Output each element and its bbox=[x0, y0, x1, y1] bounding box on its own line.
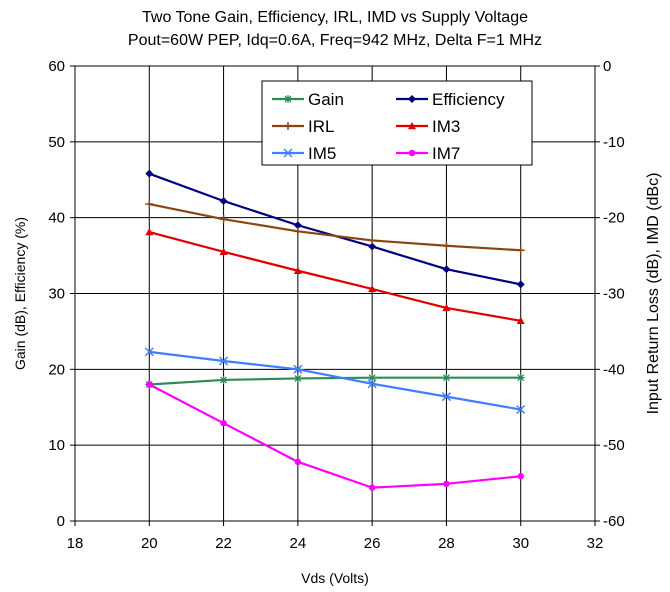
chart-subtitle: Pout=60W PEP, Idq=0.6A, Freq=942 MHz, De… bbox=[128, 32, 542, 49]
data-point-efficiency bbox=[368, 242, 377, 251]
series-line-irl bbox=[149, 202, 521, 252]
legend-item-im5: IM5 bbox=[272, 144, 336, 163]
data-point-im5 bbox=[516, 404, 526, 415]
data-point-im5 bbox=[441, 392, 451, 402]
data-point-gain bbox=[293, 374, 302, 383]
series-line-im3 bbox=[149, 231, 521, 322]
series-line-efficiency bbox=[148, 172, 521, 286]
legend: Gain Efficiency IRL IM3 IM5 IM7 bbox=[261, 80, 533, 166]
data-point-im5 bbox=[144, 347, 154, 357]
data-point-im7 bbox=[368, 484, 376, 491]
legend-marker-gain bbox=[284, 95, 292, 103]
y-left-tick-label: 60 bbox=[48, 58, 65, 75]
data-point-im5 bbox=[367, 379, 377, 389]
legend-item-gain: Gain bbox=[272, 90, 344, 109]
y-left-tick-label: 30 bbox=[48, 286, 65, 303]
legend-marker-im5 bbox=[283, 148, 293, 158]
data-point-efficiency bbox=[219, 196, 228, 205]
legend-marker-im7 bbox=[408, 149, 416, 157]
y-right-tick-label: -20 bbox=[603, 210, 625, 227]
data-point-irl bbox=[219, 215, 228, 224]
x-tick-label: 32 bbox=[587, 535, 604, 552]
data-point-im7 bbox=[517, 473, 524, 480]
data-point-gain bbox=[516, 373, 525, 382]
y-right-tick-label: -60 bbox=[603, 513, 625, 530]
data-point-irl bbox=[368, 236, 377, 245]
y-right-tick-label: -50 bbox=[603, 437, 625, 454]
chart-title: Two Tone Gain, Efficiency, IRL, IMD vs S… bbox=[142, 9, 528, 26]
data-point-im7 bbox=[220, 419, 227, 427]
data-point-im3 bbox=[368, 284, 377, 293]
series-line-im7 bbox=[148, 383, 521, 489]
y-right-tick-label: -10 bbox=[603, 134, 625, 151]
data-point-gain bbox=[368, 373, 377, 382]
x-tick-label: 30 bbox=[512, 535, 529, 552]
legend-marker-irl bbox=[284, 122, 292, 130]
data-point-efficiency bbox=[516, 280, 525, 289]
legend-item-im7: IM7 bbox=[396, 144, 460, 163]
y-left-tick-label: 20 bbox=[48, 361, 65, 378]
data-point-im5 bbox=[219, 356, 229, 366]
data-point-irl bbox=[516, 246, 525, 255]
x-tick-label: 24 bbox=[290, 535, 307, 552]
x-axis-label: Vds (Volts) bbox=[301, 570, 369, 586]
legend-item-irl: IRL bbox=[272, 117, 334, 136]
legend-marker-efficiency bbox=[408, 95, 416, 103]
data-point-efficiency bbox=[293, 221, 302, 230]
data-point-im3 bbox=[516, 316, 525, 324]
data-point-gain bbox=[219, 375, 228, 384]
y-right-tick-label: -30 bbox=[603, 286, 625, 303]
data-point-im5 bbox=[293, 364, 303, 374]
data-point-irl bbox=[145, 200, 154, 209]
y-left-tick-label: 50 bbox=[48, 134, 65, 151]
series-line-im5 bbox=[149, 350, 521, 411]
data-point-im7 bbox=[443, 480, 450, 488]
series-im7 bbox=[146, 381, 524, 491]
series-irl bbox=[145, 200, 525, 255]
y-right-tick-label: -40 bbox=[603, 361, 625, 378]
y-right-tick-label: 0 bbox=[603, 58, 611, 75]
legend-item-im3: IM3 bbox=[396, 117, 460, 136]
data-point-im3 bbox=[219, 247, 228, 255]
legend-item-efficiency: Efficiency bbox=[396, 90, 505, 109]
y-left-tick-label: 0 bbox=[57, 513, 65, 530]
x-tick-label: 20 bbox=[141, 535, 158, 552]
data-point-efficiency bbox=[145, 169, 154, 178]
series-line-gain bbox=[149, 376, 521, 386]
axis-ticks: 18 20 22 24 26 28 30 32 0 10 20 30 40 50 60 -60 -50 -40 -3… bbox=[48, 58, 624, 552]
data-point-im7 bbox=[294, 458, 302, 466]
data-point-im3 bbox=[442, 303, 451, 312]
legend-label-gain: Gain bbox=[308, 90, 344, 109]
x-tick-label: 22 bbox=[215, 535, 232, 552]
data-point-irl bbox=[293, 227, 302, 236]
y-left-tick-label: 10 bbox=[48, 437, 65, 454]
data-point-efficiency bbox=[442, 265, 451, 274]
data-point-im3 bbox=[293, 266, 302, 274]
data-point-im3 bbox=[145, 228, 154, 236]
series-im3 bbox=[145, 228, 525, 324]
legend-label-im5: IM5 bbox=[308, 144, 336, 163]
series-im5 bbox=[144, 347, 526, 415]
x-tick-label: 18 bbox=[67, 535, 84, 552]
x-tick-label: 26 bbox=[364, 535, 381, 552]
y-left-tick-label: 40 bbox=[48, 210, 65, 227]
legend-marker-im3 bbox=[408, 122, 416, 130]
legend-label-im7: IM7 bbox=[432, 144, 460, 163]
legend-label-irl: IRL bbox=[308, 117, 334, 136]
legend-label-efficiency: Efficiency bbox=[432, 90, 505, 109]
data-point-gain bbox=[442, 373, 451, 382]
series-layer bbox=[144, 169, 526, 491]
y-axis-right-label: Input Return Loss (dB), IMD (dBc) bbox=[645, 173, 662, 415]
y-axis-left-label: Gain (dB), Efficiency (%) bbox=[12, 217, 28, 370]
series-efficiency bbox=[145, 169, 525, 289]
x-tick-label: 28 bbox=[438, 535, 455, 552]
data-point-im7 bbox=[146, 381, 153, 388]
legend-label-im3: IM3 bbox=[432, 117, 460, 136]
legend-box bbox=[261, 80, 533, 166]
data-point-irl bbox=[442, 241, 451, 250]
